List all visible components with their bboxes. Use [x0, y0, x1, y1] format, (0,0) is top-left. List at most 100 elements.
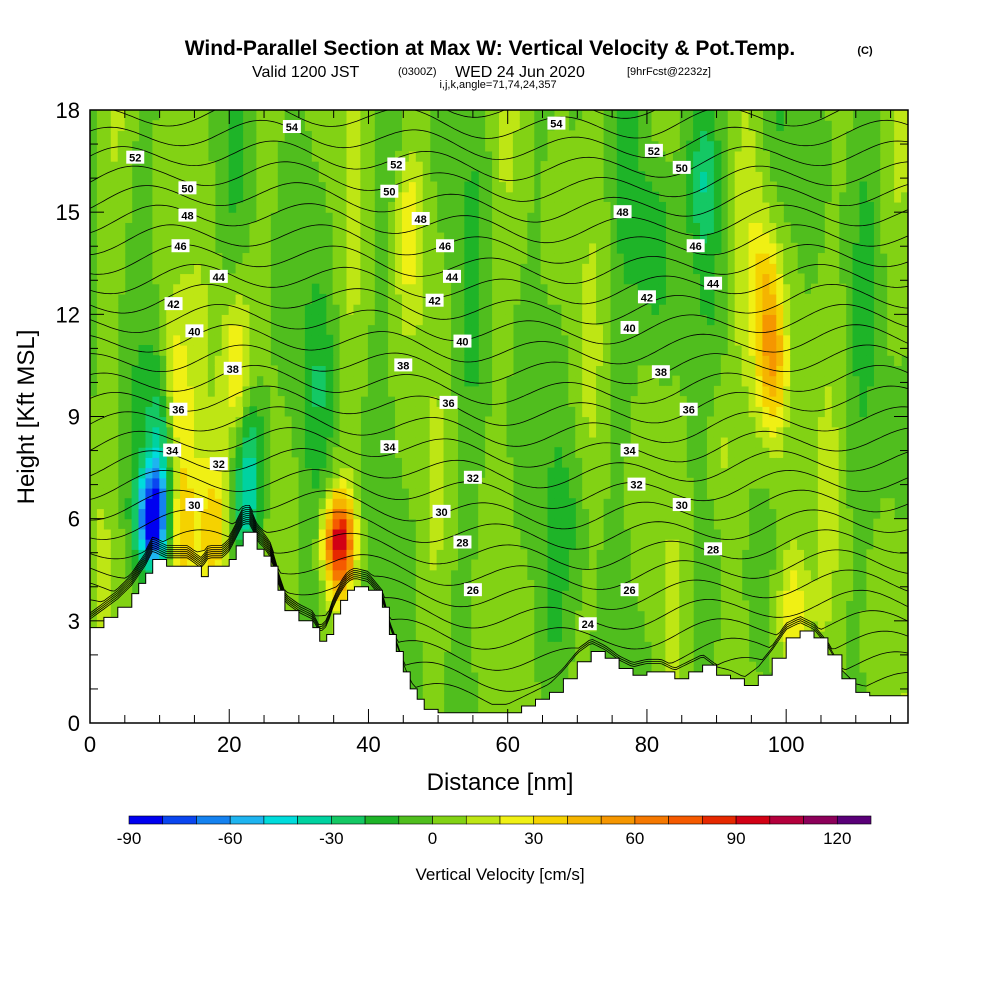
velocity-cell [658, 528, 666, 540]
velocity-cell [228, 181, 237, 193]
velocity-cell [436, 406, 445, 418]
velocity-cell [429, 457, 438, 469]
velocity-cell [866, 283, 874, 295]
velocity-cell [776, 436, 784, 448]
velocity-cell [235, 539, 244, 550]
velocity-cell [492, 457, 500, 469]
velocity-cell [776, 396, 784, 407]
velocity-cell [408, 253, 417, 264]
velocity-cell [138, 416, 147, 428]
velocity-cell [512, 171, 521, 183]
velocity-cell [838, 559, 847, 571]
velocity-cell [152, 222, 160, 234]
velocity-cell [894, 263, 902, 275]
velocity-cell [859, 212, 868, 223]
velocity-cell [790, 579, 798, 591]
velocity-cell [741, 365, 750, 377]
velocity-cell [318, 539, 327, 550]
svg-text:36: 36 [172, 405, 184, 417]
velocity-cell [152, 467, 160, 479]
velocity-cell [755, 263, 764, 275]
velocity-cell [214, 355, 223, 367]
velocity-cell [471, 314, 479, 326]
velocity-cell [200, 120, 209, 132]
velocity-cell [332, 488, 341, 499]
colorbar-tick-label: -90 [117, 829, 142, 848]
velocity-cell [353, 396, 361, 407]
velocity-cell [561, 222, 569, 234]
velocity-cell [866, 671, 874, 683]
velocity-cell [304, 426, 313, 438]
velocity-cell [554, 488, 562, 499]
velocity-cell [415, 365, 424, 377]
velocity-cell [672, 651, 680, 663]
velocity-cell [471, 201, 479, 213]
velocity-cell [263, 518, 271, 530]
velocity-cell [526, 201, 535, 213]
velocity-cell [228, 283, 237, 295]
velocity-cell [741, 610, 750, 622]
velocity-cell [443, 304, 452, 315]
velocity-cell [277, 569, 285, 581]
velocity-cell [173, 477, 181, 489]
velocity-cell [103, 447, 112, 458]
velocity-cell [173, 416, 181, 428]
velocity-cell [727, 671, 736, 683]
velocity-cell [880, 539, 888, 550]
velocity-cell [880, 242, 888, 254]
velocity-cell [318, 324, 327, 336]
velocity-cell [96, 334, 105, 346]
velocity-cell [755, 304, 764, 315]
velocity-cell [332, 528, 341, 540]
velocity-cell [408, 406, 417, 418]
velocity-cell [443, 375, 452, 387]
velocity-cell [422, 559, 431, 571]
velocity-cell [810, 406, 819, 418]
velocity-cell [138, 528, 147, 540]
velocity-cell [797, 273, 805, 285]
velocity-cell [332, 242, 341, 254]
velocity-cell [582, 651, 590, 663]
velocity-cell [637, 201, 646, 213]
velocity-cell [797, 283, 805, 295]
velocity-cell [214, 396, 223, 407]
velocity-cell [810, 488, 819, 499]
velocity-cell [693, 212, 701, 223]
velocity-cell [110, 314, 119, 326]
velocity-cell [353, 201, 361, 213]
velocity-cell [96, 600, 105, 612]
velocity-cell [311, 539, 320, 550]
velocity-cell [325, 406, 334, 418]
velocity-cell [519, 620, 528, 632]
velocity-cell [429, 518, 438, 530]
velocity-cell [187, 467, 195, 479]
velocity-cell [658, 253, 666, 264]
velocity-cell [263, 212, 271, 223]
isentrope-line [90, 517, 908, 650]
velocity-cell [131, 120, 140, 132]
velocity-cell [436, 579, 445, 591]
velocity-cell [901, 201, 908, 213]
velocity-cell [311, 293, 320, 305]
velocity-cell [193, 304, 202, 315]
velocity-cell [311, 549, 320, 561]
velocity-cell [894, 324, 902, 336]
velocity-cell [679, 579, 687, 591]
velocity-cell [602, 467, 611, 479]
velocity-cell [831, 344, 840, 356]
velocity-cell [706, 130, 715, 142]
velocity-cell [450, 477, 459, 489]
velocity-cell [415, 304, 424, 315]
velocity-cell [207, 263, 216, 275]
velocity-cell [519, 549, 528, 561]
velocity-cell [401, 120, 410, 132]
velocity-cell [679, 559, 687, 571]
velocity-cell [90, 406, 98, 418]
velocity-cell [776, 416, 784, 428]
velocity-cell [166, 222, 174, 234]
velocity-cell [291, 590, 299, 601]
isentrope-line [90, 140, 908, 181]
velocity-cell [103, 253, 112, 264]
velocity-cell [485, 590, 493, 601]
velocity-cell [346, 406, 355, 418]
